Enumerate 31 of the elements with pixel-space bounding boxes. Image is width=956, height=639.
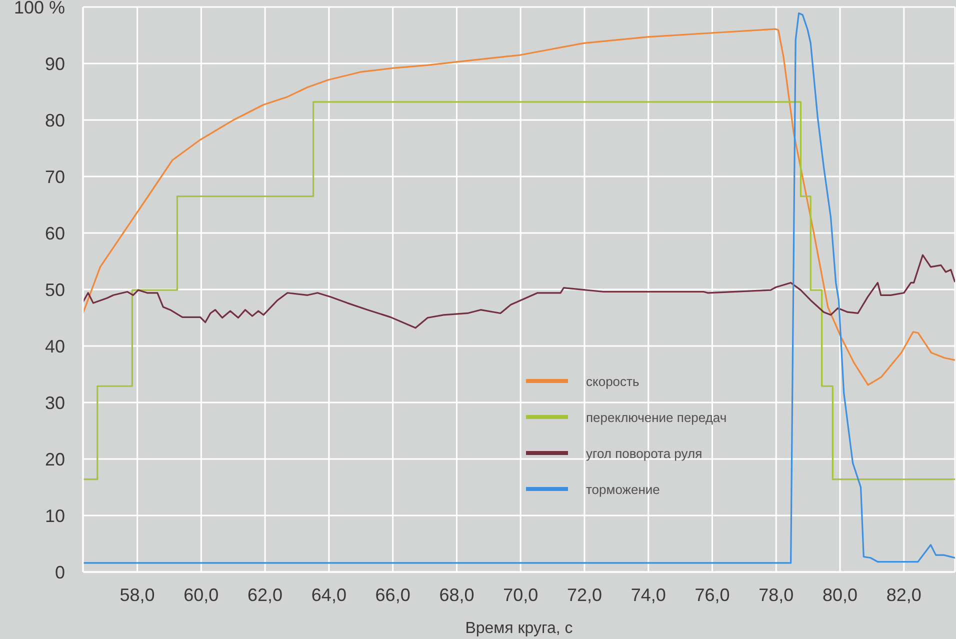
x-tick-label: 74,0 [630, 584, 666, 605]
legend-label: торможение [586, 482, 660, 496]
x-tick-label: 82,0 [886, 584, 922, 605]
legend-label: скорость [586, 374, 640, 388]
y-tick-label: 90 [44, 54, 65, 74]
y-tick-label: 100 % [14, 0, 65, 18]
x-tick-label: 58,0 [120, 584, 155, 605]
y-tick-label: 50 [44, 280, 65, 300]
legend-label: переключение передач [586, 410, 727, 424]
x-tick-label: 62,0 [248, 584, 283, 605]
x-tick-label: 60,0 [184, 584, 219, 605]
y-tick-label: 70 [44, 166, 65, 187]
line-series [83, 12, 955, 564]
x-tick-label: 70,0 [503, 584, 538, 605]
legend-label: угол поворота руля [586, 446, 702, 460]
x-tick-label: 66,0 [375, 584, 410, 605]
x-tick-label: 80,0 [822, 584, 858, 605]
line-series [83, 254, 955, 329]
y-tick-label: 20 [44, 449, 65, 470]
x-tick-label: 76,0 [694, 584, 730, 605]
x-tick-label: 78,0 [758, 584, 794, 605]
x-tick-label: 64,0 [311, 584, 346, 605]
x-axis-title: Время круга, с [465, 620, 573, 637]
y-tick-label: 10 [44, 506, 65, 526]
y-tick-label: 0 [54, 562, 65, 582]
y-tick-label: 40 [44, 336, 65, 356]
x-tick-label: 68,0 [439, 584, 474, 605]
y-tick-label: 60 [44, 223, 65, 244]
x-tick-label: 72,0 [566, 584, 602, 605]
y-tick-label: 80 [44, 110, 65, 130]
y-tick-label: 30 [44, 392, 65, 413]
